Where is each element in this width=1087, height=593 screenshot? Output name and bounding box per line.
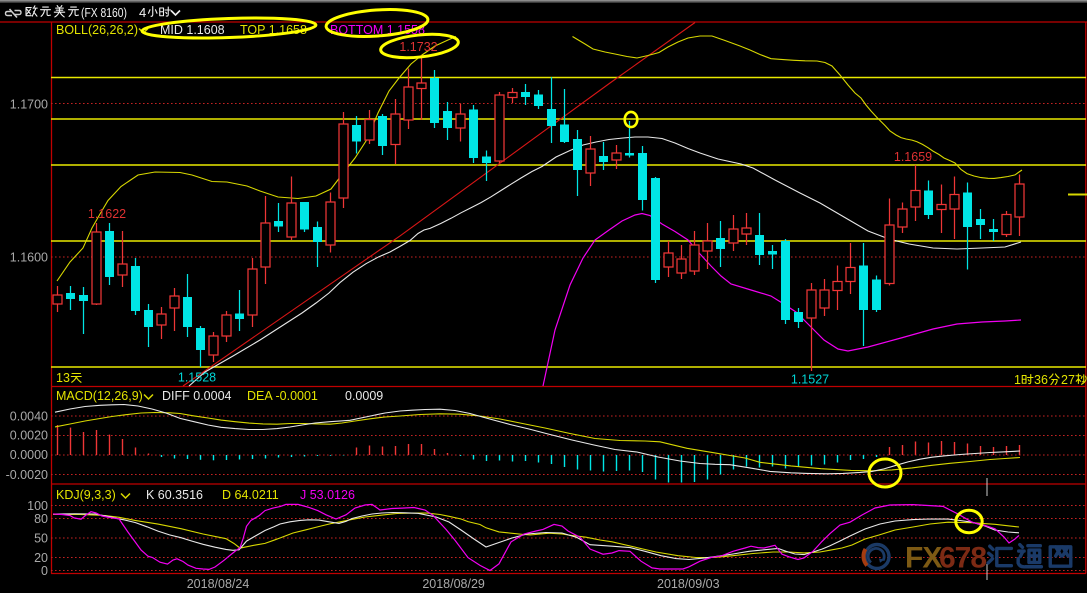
svg-text:1.1600: 1.1600 [10,251,48,265]
svg-text:4: 4 [139,5,146,20]
svg-text:0.0040: 0.0040 [10,410,48,424]
svg-text:2018/09/03: 2018/09/03 [657,577,720,591]
svg-text:2018/08/29: 2018/08/29 [422,577,485,591]
svg-text:KDJ(9,3,3): KDJ(9,3,3) [56,488,116,502]
svg-text:1.1732: 1.1732 [399,40,437,54]
svg-text:50: 50 [34,532,48,546]
svg-text:100: 100 [27,499,48,513]
svg-text:0: 0 [41,564,48,578]
svg-text:36: 36 [1034,373,1048,387]
svg-text:0.0009: 0.0009 [345,389,383,403]
svg-text:13: 13 [56,371,70,385]
svg-text:80: 80 [34,512,48,526]
svg-text:1.1528: 1.1528 [178,371,216,385]
svg-text:1.1700: 1.1700 [10,98,48,112]
svg-text:2018/08/24: 2018/08/24 [187,577,250,591]
svg-text:DEA -0.0001: DEA -0.0001 [247,389,318,403]
svg-text:1.1527: 1.1527 [791,373,829,387]
svg-text:BOLL(26,26,2): BOLL(26,26,2) [56,23,138,37]
svg-text:D 64.0211: D 64.0211 [222,488,279,502]
svg-text:0.0020: 0.0020 [10,429,48,443]
svg-text:MACD(12,26,9): MACD(12,26,9) [56,389,143,403]
svg-text:0.0000: 0.0000 [10,448,48,462]
svg-text:1: 1 [1014,373,1021,387]
svg-text:DIFF 0.0004: DIFF 0.0004 [162,389,232,403]
svg-text:20: 20 [34,551,48,565]
svg-text:MID 1.1608: MID 1.1608 [160,23,225,37]
svg-text:1.1622: 1.1622 [88,207,126,221]
svg-text:FX: FX [905,542,942,575]
svg-text:678: 678 [939,542,986,575]
svg-text:27: 27 [1061,373,1075,387]
svg-text:-0.0020: -0.0020 [6,468,48,482]
svg-text:J 53.0126: J 53.0126 [300,488,355,502]
svg-text:(FX 8160): (FX 8160) [81,6,127,20]
svg-text:1.1659: 1.1659 [894,150,932,164]
svg-text:K 60.3516: K 60.3516 [146,488,203,502]
